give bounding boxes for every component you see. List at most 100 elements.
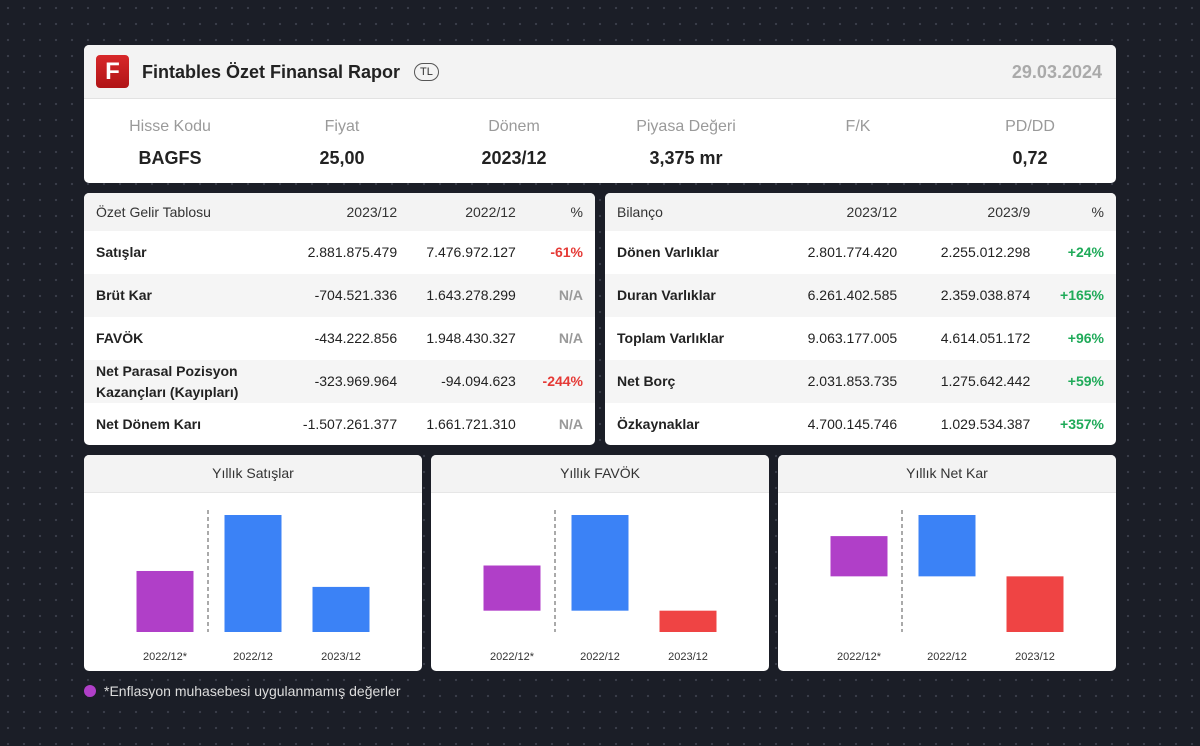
cell: Net Borç	[605, 360, 777, 403]
report-title: Fintables Özet Finansal Rapor	[142, 62, 401, 82]
cell: -323.969.964	[286, 360, 410, 403]
cell: +165%	[1042, 274, 1116, 317]
metric-value: BAGFS	[138, 148, 202, 168]
cell: 6.261.402.585	[776, 274, 910, 317]
header-cell: 2022/12	[409, 193, 528, 231]
metric-label: F/K	[845, 118, 871, 135]
metric: F/K	[772, 118, 944, 136]
cell: 9.063.177.005	[807, 330, 898, 346]
cell: 1.661.721.310	[426, 416, 516, 432]
x-tick-label: 2022/12	[233, 651, 273, 663]
x-tick-label: 2022/12*	[143, 651, 188, 663]
row: Dönen Varlıklar 2.801.774.420 2.255.012.29…	[605, 231, 1116, 274]
header-cell: %	[527, 193, 595, 231]
currency-badge: TL	[414, 63, 439, 81]
income-table: Özet Gelir Tablosu 2023/12 2022/12% Satışla…	[84, 193, 595, 445]
metric-label: Hisse Kodu	[129, 118, 211, 135]
bar	[830, 536, 888, 577]
chart-card: Yıllık FAVÖK 2022/12* 2022/12 2023/12	[431, 455, 769, 671]
chart: 2022/12* 2022/12 2023/12	[483, 510, 717, 663]
cell: Brüt Kar	[84, 274, 287, 317]
header-cell: 2023/12	[776, 193, 910, 231]
cell: Özkaynaklar	[617, 416, 700, 432]
row: Satışlar 2.881.875.479 7.476.972.127 -61%	[84, 231, 595, 274]
cell: Duran Varlıklar	[605, 274, 777, 317]
x-tick-label: 2023/12	[668, 651, 708, 663]
chart-card: Yıllık Satışlar 2022/12* 2022/12 2023/12	[84, 455, 422, 671]
cell: +357%	[1060, 416, 1104, 432]
x-tick-label: 2022/12*	[837, 651, 882, 663]
bar	[224, 515, 282, 632]
balance-table: Bilanço 2023/12 2023/9% Dönen Varlıklar 2.80…	[605, 193, 1116, 445]
bar	[571, 515, 629, 611]
cell: 1.275.642.442	[909, 360, 1043, 403]
metric-label: Dönem	[488, 118, 540, 135]
report-date: 29.03.2024	[1011, 62, 1102, 82]
metric-label: Fiyat	[324, 118, 360, 135]
cell: 2.031.853.735	[776, 360, 910, 403]
x-tick-label: 2023/12	[1015, 651, 1055, 663]
chart: 2022/12* 2022/12 2023/12	[136, 510, 370, 663]
cell: -1.507.261.377	[302, 416, 398, 432]
cell: 2.359.038.874	[909, 274, 1043, 317]
metric: Hisse Kodu BAGFS	[84, 118, 256, 169]
report-header: F Fintables Özet Finansal Rapor TL 29.03…	[84, 45, 1116, 183]
x-tick-label: 2022/12*	[490, 651, 535, 663]
bar	[659, 610, 717, 632]
cell: 7.476.972.127	[426, 244, 516, 260]
chart-card: Yıllık Net Kar 2022/12* 2022/12 2023/12	[778, 455, 1116, 671]
cell: 1.643.278.299	[409, 274, 528, 317]
header-row: Özet Gelir Tablosu 2023/12 2022/12%	[84, 193, 595, 231]
cell: -94.094.623	[409, 360, 528, 403]
metric: Fiyat 25,00	[256, 118, 428, 169]
bar	[136, 570, 194, 632]
metric-label: PD/DD	[1005, 118, 1055, 135]
table: Özet Gelir Tablosu 2023/12 2022/12% Satışla…	[84, 193, 595, 445]
bar	[918, 515, 976, 577]
cell: Net Parasal Pozisyon Kazançları (Kayıpla…	[84, 360, 287, 403]
cell: -244%	[527, 360, 595, 403]
header-cell: 2023/12	[286, 193, 410, 231]
cell: N/A	[558, 330, 583, 346]
cell: Satışlar	[96, 244, 147, 260]
cell: -704.521.336	[286, 274, 410, 317]
cell: -61%	[550, 244, 583, 260]
header-cell: 2023/9	[909, 193, 1043, 231]
footnote-text: *Enflasyon muhasebesi uygulanmamış değer…	[104, 683, 401, 699]
cell: +59%	[1042, 360, 1116, 403]
header-row: Bilanço 2023/12 2023/9%	[605, 193, 1116, 231]
cell: 2.255.012.298	[940, 244, 1031, 260]
metric: PD/DD 0,72	[944, 118, 1116, 169]
header-cell: Bilanço	[605, 193, 777, 231]
metric-value: 3,375 mr	[649, 148, 723, 168]
row: Net Borç 2.031.853.735 1.275.642.442 +59%	[605, 360, 1116, 403]
bar	[312, 586, 370, 632]
cell: 2.881.875.479	[307, 244, 398, 260]
header-cell: Özet Gelir Tablosu	[84, 193, 287, 231]
chart-title: Yıllık Satışlar	[84, 455, 422, 493]
table: Bilanço 2023/12 2023/9% Dönen Varlıklar 2.80…	[605, 193, 1116, 445]
row: Net Dönem Karı -1.507.261.377 1.661.721.31…	[84, 403, 595, 445]
metric-value: 0,72	[1012, 148, 1048, 168]
x-tick-label: 2022/12	[927, 651, 967, 663]
row: Toplam Varlıklar 9.063.177.005 4.614.051.1…	[605, 317, 1116, 360]
bar	[483, 565, 541, 611]
cell: +24%	[1067, 244, 1104, 260]
metric-value: 25,00	[319, 148, 365, 168]
metric: Piyasa Değeri 3,375 mr	[600, 118, 772, 169]
footnote: *Enflasyon muhasebesi uygulanmamış değer…	[84, 683, 401, 699]
cell: -434.222.856	[314, 330, 398, 346]
cell: 1.948.430.327	[426, 330, 516, 346]
cell: N/A	[527, 274, 595, 317]
chart: 2022/12* 2022/12 2023/12	[830, 510, 1064, 663]
cell: 1.029.534.387	[940, 416, 1031, 432]
cell: 4.614.051.172	[940, 330, 1031, 346]
row: Brüt Kar -704.521.336 1.643.278.299 N/A	[84, 274, 595, 317]
cell: N/A	[558, 416, 583, 432]
cell: 2.801.774.420	[807, 244, 898, 260]
bar	[1006, 576, 1064, 632]
metric-value: 2023/12	[481, 148, 547, 168]
header-cell: %	[1042, 193, 1116, 231]
chart-title: Yıllık Net Kar	[778, 455, 1116, 493]
